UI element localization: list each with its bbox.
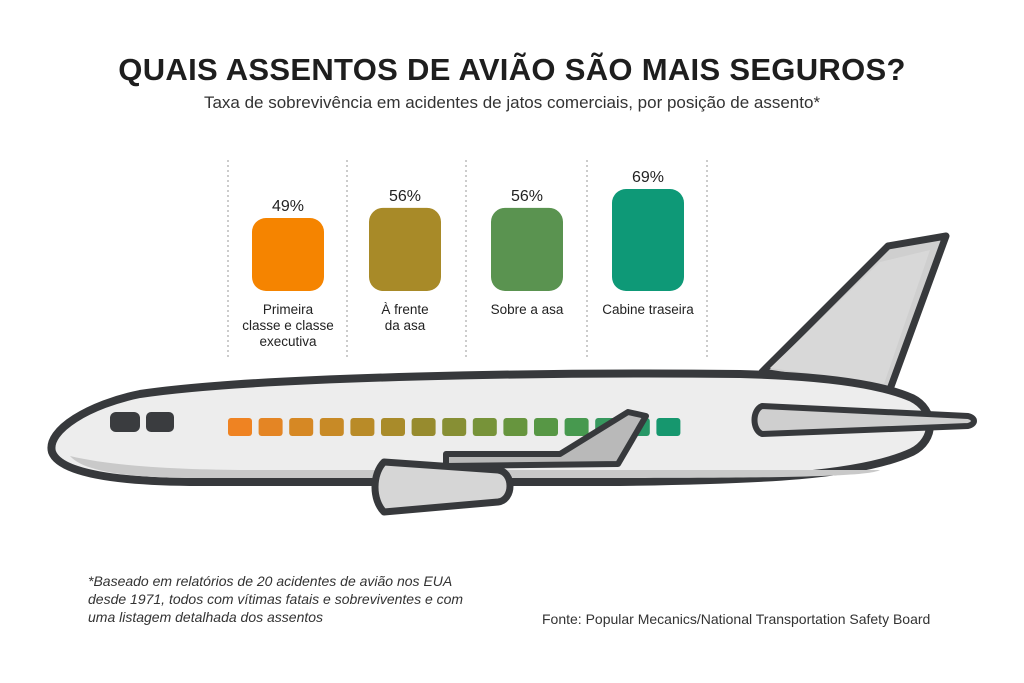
- category-label: da asa: [385, 318, 426, 333]
- footnote: *Baseado em relatórios de 20 acidentes d…: [88, 573, 464, 625]
- bar: [491, 207, 563, 291]
- passenger-window: [258, 418, 283, 436]
- passenger-window: [411, 418, 436, 436]
- passenger-window: [381, 418, 405, 436]
- tail-fin-shade: [770, 250, 930, 384]
- bar: [252, 218, 324, 291]
- cockpit-window-left: [110, 412, 140, 432]
- passenger-window: [564, 418, 589, 436]
- passenger-window: [534, 418, 558, 436]
- passenger-window: [656, 418, 681, 436]
- bar: [369, 207, 441, 291]
- category-label: classe e classe: [242, 318, 334, 333]
- passenger-window: [319, 418, 344, 436]
- category-label: Cabine traseira: [602, 302, 694, 317]
- value-label: 49%: [272, 198, 304, 215]
- bar: [612, 189, 684, 291]
- passenger-window: [289, 418, 314, 436]
- passenger-window: [228, 418, 252, 436]
- cockpit-window-right: [146, 412, 174, 432]
- passenger-window: [503, 418, 528, 436]
- source-note: Fonte: Popular Mecanics/National Transpo…: [542, 611, 931, 627]
- value-label-group: 49% 56% 56% 69%: [272, 169, 664, 215]
- airplane-illustration: [47, 232, 977, 516]
- horizontal-stabilizer: [751, 403, 977, 437]
- category-label: executiva: [259, 334, 317, 349]
- passenger-window: [350, 418, 375, 436]
- chart-subtitle: Taxa de sobrevivência em acidentes de ja…: [203, 93, 821, 112]
- bar-group: [252, 189, 684, 291]
- value-label: 56%: [511, 188, 543, 205]
- passenger-window: [472, 418, 497, 436]
- category-label: Primeira: [263, 302, 314, 317]
- engine: [371, 458, 514, 516]
- passenger-window: [442, 418, 467, 436]
- value-label: 69%: [632, 169, 664, 186]
- fuselage-belly-shade: [70, 456, 880, 478]
- chart-title: QUAIS ASSENTOS DE AVIÃO SÃO MAIS SEGUROS…: [118, 52, 906, 87]
- value-label: 56%: [389, 188, 421, 205]
- category-label: À frente: [381, 302, 428, 317]
- column-separators: [227, 160, 708, 358]
- category-label: Sobre a asa: [491, 302, 564, 317]
